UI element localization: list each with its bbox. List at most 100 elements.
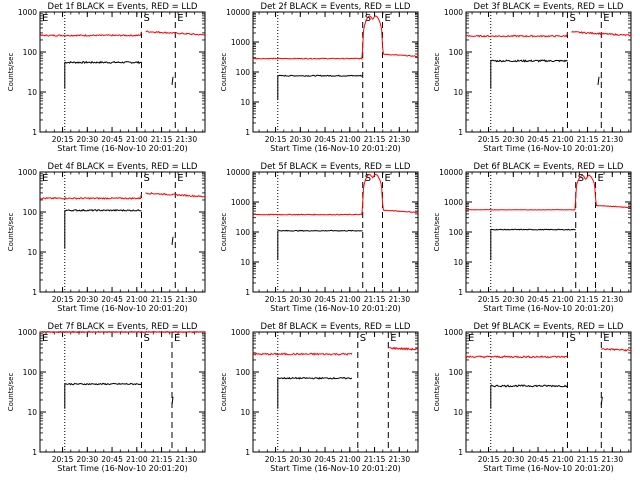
left-end-marker-label: E (468, 333, 474, 344)
x-tick-label: 21:30 (175, 455, 197, 464)
x-tick-label: 20:15 (478, 455, 500, 464)
x-tick-label: 21:30 (601, 295, 623, 304)
left-end-marker-label: E (42, 13, 48, 24)
x-tick-label: 21:15 (364, 135, 386, 144)
x-tick-label: 21:15 (364, 455, 386, 464)
y-tick-label: 1 (245, 288, 250, 297)
chart-title: Det 5f BLACK = Events, RED = LLD (261, 162, 411, 172)
x-tick-label: 21:30 (601, 135, 623, 144)
x-tick-label: 21:15 (577, 455, 599, 464)
y-tick-label: 100 (23, 208, 38, 217)
lld-series-line (252, 15, 419, 60)
events-series-line (490, 384, 568, 409)
y-axis-label: Counts/sec (433, 373, 441, 412)
chart-title: Det 7f BLACK = Events, RED = LLD (48, 322, 198, 332)
x-tick-label: 21:30 (175, 295, 197, 304)
events-series-line (490, 228, 576, 260)
lld-series-line (39, 330, 206, 334)
x-tick-label: 21:15 (151, 455, 173, 464)
chart-panel-2: Det 2f BLACK = Events, RED = LLD Counts/s… (220, 2, 419, 153)
events-series-line (64, 208, 142, 249)
y-axis-label: Counts/sec (7, 213, 15, 252)
x-tick-label: 20:15 (265, 135, 287, 144)
x-tick-label: 21:15 (151, 295, 173, 304)
x-tick-label: 20:15 (52, 455, 74, 464)
x-tick-label: 21:00 (552, 135, 574, 144)
lld-series-line (39, 192, 206, 200)
end-marker-label: E (177, 173, 183, 184)
y-tick-label: 100 (23, 368, 38, 377)
y-tick-label: 10 (27, 88, 37, 97)
x-tick-label: 21:30 (601, 455, 623, 464)
x-axis-label: Start Time (16-Nov-10 20:01:20) (57, 144, 187, 153)
x-tick-label: 20:15 (265, 455, 287, 464)
y-tick-label: 100 (236, 228, 251, 237)
x-tick-label: 21:15 (577, 295, 599, 304)
x-tick-label: 20:45 (314, 455, 336, 464)
chart-title: Det 3f BLACK = Events, RED = LLD (474, 2, 624, 12)
x-tick-label: 20:15 (478, 135, 500, 144)
start-marker-label: S (569, 13, 575, 24)
y-tick-label: 1000 (231, 38, 250, 47)
start-marker-label: S (365, 13, 371, 24)
end-marker-label: E (390, 333, 396, 344)
x-tick-label: 20:45 (101, 135, 123, 144)
plot-frame (252, 331, 419, 453)
x-tick-label: 21:30 (175, 135, 197, 144)
y-tick-label: 10 (240, 258, 250, 267)
start-marker-label: S (143, 173, 149, 184)
plot-frame (39, 11, 206, 133)
y-tick-label: 1000 (18, 328, 37, 337)
y-tick-label: 100 (449, 228, 464, 237)
y-axis-label: Counts/sec (433, 213, 441, 252)
end-marker-label: E (385, 173, 391, 184)
y-tick-label: 10 (27, 408, 37, 417)
x-tick-label: 21:30 (388, 295, 410, 304)
x-tick-label: 20:30 (502, 135, 524, 144)
x-tick-label: 20:15 (52, 295, 74, 304)
chart-panel-7: Det 7f BLACK = Events, RED = LLD Counts/s… (7, 322, 206, 473)
start-marker-label: S (360, 333, 366, 344)
lld-series-line (252, 346, 419, 356)
x-tick-label: 20:30 (289, 135, 311, 144)
start-marker-label: S (569, 333, 575, 344)
chart-title: Det 4f BLACK = Events, RED = LLD (48, 162, 198, 172)
chart-panel-4: Det 4f BLACK = Events, RED = LLD Counts/s… (7, 162, 206, 313)
y-tick-label: 1000 (231, 198, 250, 207)
events-series-line (277, 229, 363, 260)
events-series-line (64, 382, 142, 409)
y-tick-label: 1 (32, 448, 37, 457)
x-axis-label: Start Time (16-Nov-10 20:01:20) (483, 464, 613, 473)
y-tick-label: 10 (240, 408, 250, 417)
x-tick-label: 20:30 (289, 455, 311, 464)
y-axis-label: Counts/sec (7, 53, 15, 92)
y-tick-label: 1 (32, 288, 37, 297)
chart-panel-6: Det 6f BLACK = Events, RED = LLD Counts/s… (433, 162, 632, 313)
x-tick-label: 21:30 (388, 135, 410, 144)
x-tick-label: 21:00 (126, 455, 148, 464)
events-series-line (277, 376, 353, 409)
left-end-marker-label: E (42, 173, 48, 184)
x-tick-label: 21:00 (339, 135, 361, 144)
lld-series-line (39, 30, 206, 37)
y-tick-label: 1 (245, 448, 250, 457)
y-tick-label: 10000 (439, 168, 463, 177)
chart-panel-9: Det 9f BLACK = Events, RED = LLD Counts/s… (433, 322, 632, 473)
x-tick-label: 20:30 (76, 135, 98, 144)
y-tick-label: 1 (245, 128, 250, 137)
plot-frame (39, 171, 206, 293)
x-axis-label: Start Time (16-Nov-10 20:01:20) (270, 464, 400, 473)
x-tick-label: 20:45 (527, 135, 549, 144)
y-tick-label: 10 (240, 98, 250, 107)
x-tick-label: 20:15 (52, 135, 74, 144)
start-marker-label: S (365, 173, 371, 184)
x-axis-label: Start Time (16-Nov-10 20:01:20) (57, 304, 187, 313)
y-tick-label: 1 (458, 448, 463, 457)
y-axis-label: Counts/sec (220, 373, 228, 412)
y-tick-label: 1000 (444, 198, 463, 207)
x-axis-label: Start Time (16-Nov-10 20:01:20) (270, 144, 400, 153)
chart-title: Det 2f BLACK = Events, RED = LLD (261, 2, 411, 12)
y-tick-label: 10 (453, 258, 463, 267)
y-axis-label: Counts/sec (220, 213, 228, 252)
plot-frame (465, 331, 632, 453)
